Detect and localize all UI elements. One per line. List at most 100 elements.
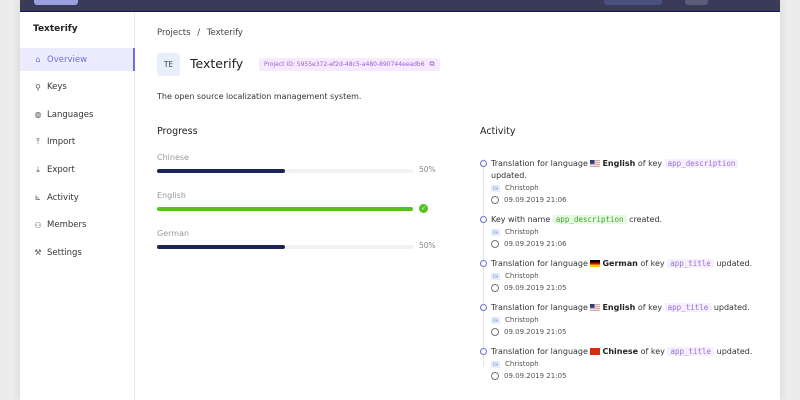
activity-event: Translation for language English of key … bbox=[480, 158, 770, 206]
activity-event: Translation for language English of key … bbox=[480, 302, 770, 338]
activity-event: Translation for language Chinese of key … bbox=[480, 346, 770, 382]
progress-percent: 50% bbox=[419, 165, 436, 174]
event-time: 09.09.2019 21:06 bbox=[504, 196, 567, 204]
event-text: Translation for language bbox=[491, 259, 591, 268]
page-title: Texterify bbox=[190, 56, 244, 71]
project-avatar: TE bbox=[157, 53, 180, 76]
user-name: Christoph bbox=[505, 228, 539, 236]
sidebar-item-activity[interactable]: ⊾ Activity bbox=[20, 186, 135, 209]
progress-fill bbox=[157, 169, 285, 173]
user-avatar: CH bbox=[491, 272, 500, 280]
progress-heading: Progress bbox=[157, 126, 198, 137]
sidebar-item-label: Keys bbox=[47, 82, 67, 93]
clock-icon bbox=[491, 240, 499, 248]
user-name: Christoph bbox=[505, 184, 539, 192]
globe-icon: ◍ bbox=[34, 110, 42, 120]
timeline-dot bbox=[480, 160, 487, 167]
breadcrumb-current: Texterify bbox=[206, 28, 243, 38]
progress-item: German 50% bbox=[157, 229, 437, 250]
event-text: updated. bbox=[711, 303, 750, 312]
sidebar-item-label: Export bbox=[47, 164, 75, 175]
event-text: Translation for language bbox=[491, 347, 591, 356]
progress-item: Chinese 50% bbox=[157, 153, 437, 174]
progress-percent: 50% bbox=[419, 241, 436, 250]
event-text: of key bbox=[638, 347, 668, 356]
user-name: Christoph bbox=[505, 272, 539, 280]
chart-icon: ⊾ bbox=[34, 193, 42, 202]
event-text: updated. bbox=[491, 171, 527, 180]
flag-cn-icon bbox=[590, 348, 601, 355]
sidebar-item-settings[interactable]: ⚒ Settings bbox=[20, 241, 135, 264]
project-id-badge: Project ID: 5955e372-ef2d-48c5-a480-8907… bbox=[259, 58, 440, 71]
key-name[interactable]: app_title bbox=[664, 303, 712, 312]
event-text: updated. bbox=[713, 259, 753, 268]
sidebar-item-label: Activity bbox=[47, 192, 79, 203]
event-time: 09.09.2019 21:05 bbox=[504, 328, 567, 336]
sidebar-title: Texterify bbox=[33, 24, 78, 34]
flag-us-icon bbox=[590, 304, 601, 311]
sidebar-item-languages[interactable]: ◍ Languages bbox=[20, 103, 135, 126]
timeline-dot bbox=[480, 260, 487, 267]
breadcrumb-projects[interactable]: Projects bbox=[157, 28, 191, 38]
user-menu-button[interactable] bbox=[685, 0, 708, 5]
event-text: Translation for language bbox=[491, 303, 591, 312]
user-avatar: CH bbox=[491, 316, 500, 324]
progress-bar bbox=[157, 245, 413, 249]
sidebar-item-members[interactable]: ⚇ Members bbox=[20, 214, 135, 237]
user-name: Christoph bbox=[505, 316, 539, 324]
clock-icon bbox=[491, 196, 499, 204]
key-name[interactable]: app_title bbox=[667, 347, 715, 356]
progress-bar bbox=[157, 207, 413, 211]
main-content: Projects / Texterify TE Texterify Projec… bbox=[157, 12, 780, 400]
user-name: Christoph bbox=[505, 360, 539, 368]
sidebar-item-label: Import bbox=[47, 137, 76, 148]
event-text: of key bbox=[635, 159, 665, 168]
logo[interactable] bbox=[34, 0, 78, 5]
progress-bar bbox=[157, 169, 413, 173]
sidebar-item-keys[interactable]: ⚲ Keys bbox=[20, 76, 135, 99]
project-description: The open source localization management … bbox=[157, 92, 362, 101]
event-time: 09.09.2019 21:06 bbox=[504, 240, 567, 248]
timeline-dot bbox=[480, 216, 487, 223]
timeline-dot bbox=[480, 304, 487, 311]
event-text: Translation for language bbox=[491, 159, 591, 168]
sidebar-item-export[interactable]: ⤓ Export bbox=[20, 158, 135, 181]
language-name: Chinese bbox=[602, 347, 639, 356]
timeline-dot bbox=[480, 348, 487, 355]
event-text: Key with name bbox=[491, 215, 553, 224]
upload-icon: ⤒ bbox=[36, 137, 40, 147]
users-icon: ⚇ bbox=[34, 220, 42, 230]
user-avatar: CH bbox=[491, 360, 500, 368]
project-id: Project ID: 5955e372-ef2d-48c5-a480-8907… bbox=[264, 61, 425, 68]
sidebar-item-label: Languages bbox=[47, 109, 94, 120]
progress-fill bbox=[157, 207, 413, 211]
app-window: Texterify ⌂ Overview ⚲ Keys ◍ Languages ⤒ Impor… bbox=[20, 0, 780, 400]
language-name: German bbox=[602, 259, 638, 268]
key-name[interactable]: app_description bbox=[552, 215, 627, 224]
search-icon: ⚲ bbox=[35, 82, 41, 92]
key-name[interactable]: app_description bbox=[664, 159, 739, 168]
copy-icon[interactable]: ⧉ bbox=[429, 60, 435, 68]
sidebar-item-overview[interactable]: ⌂ Overview bbox=[20, 48, 135, 71]
navbar-button[interactable] bbox=[604, 0, 662, 5]
progress-fill bbox=[157, 245, 285, 249]
activity-event: Translation for language German of key a… bbox=[480, 258, 770, 294]
activity-event: Key with name app_description created. C… bbox=[480, 214, 770, 250]
language-name: English bbox=[602, 303, 636, 312]
clock-icon bbox=[491, 284, 499, 292]
sidebar-item-import[interactable]: ⤒ Import bbox=[20, 131, 135, 154]
flag-us-icon bbox=[590, 160, 601, 167]
language-name: English bbox=[602, 159, 636, 168]
home-icon: ⌂ bbox=[35, 55, 41, 64]
sidebar-item-label: Overview bbox=[47, 54, 88, 65]
event-time: 09.09.2019 21:05 bbox=[504, 372, 567, 380]
flag-de-icon bbox=[590, 260, 601, 267]
event-time: 09.09.2019 21:05 bbox=[504, 284, 567, 292]
check-icon: ✓ bbox=[419, 204, 428, 213]
progress-language: English bbox=[157, 191, 186, 200]
clock-icon bbox=[491, 372, 499, 380]
sidebar-item-label: Settings bbox=[47, 247, 82, 258]
event-text: created. bbox=[626, 215, 663, 224]
key-name[interactable]: app_title bbox=[667, 259, 714, 268]
progress-language: German bbox=[157, 229, 190, 238]
